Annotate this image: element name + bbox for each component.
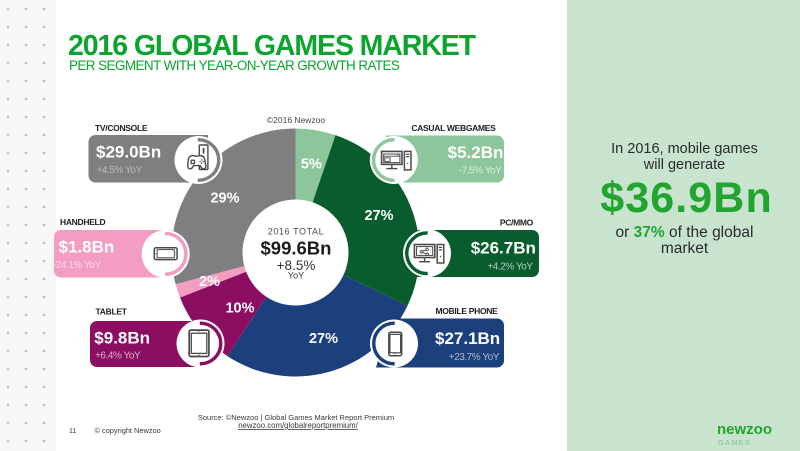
svg-text:PC/MMO: PC/MMO bbox=[500, 218, 534, 228]
svg-text:5%: 5% bbox=[301, 156, 322, 172]
svg-text:27%: 27% bbox=[309, 331, 338, 347]
svg-text:$27.1Bn: $27.1Bn bbox=[435, 329, 500, 348]
svg-text:2016 TOTAL: 2016 TOTAL bbox=[268, 227, 325, 237]
svg-text:TV/CONSOLE: TV/CONSOLE bbox=[95, 123, 148, 133]
svg-text:YoY: YoY bbox=[288, 271, 304, 281]
svg-text:+6.4% YoY: +6.4% YoY bbox=[95, 351, 141, 362]
svg-text:© copyright Newzoo: © copyright Newzoo bbox=[95, 426, 161, 435]
svg-text:$29.0Bn: $29.0Bn bbox=[96, 143, 161, 162]
svg-text:29%: 29% bbox=[210, 191, 239, 207]
svg-text:11: 11 bbox=[69, 428, 76, 435]
svg-text:-24.1% YoY: -24.1% YoY bbox=[53, 260, 102, 271]
svg-text:$26.7Bn: $26.7Bn bbox=[471, 239, 536, 258]
svg-text:10%: 10% bbox=[225, 301, 254, 317]
svg-text:MOBILE PHONE: MOBILE PHONE bbox=[435, 306, 498, 316]
svg-text:TABLET: TABLET bbox=[96, 307, 128, 317]
svg-text:Source: ©Newzoo | Global Games: Source: ©Newzoo | Global Games Market Re… bbox=[198, 413, 394, 422]
svg-text:HANDHELD: HANDHELD bbox=[60, 217, 105, 227]
svg-text:+4.5% YoY: +4.5% YoY bbox=[97, 165, 143, 176]
svg-text:$9.8Bn: $9.8Bn bbox=[94, 329, 150, 348]
svg-text:+4.2% YoY: +4.2% YoY bbox=[487, 262, 533, 273]
svg-text:$5.2Bn: $5.2Bn bbox=[448, 143, 504, 162]
svg-text:+23.7% YoY: +23.7% YoY bbox=[449, 352, 500, 363]
svg-text:+8.5%: +8.5% bbox=[277, 258, 316, 273]
svg-text:CASUAL WEBGAMES: CASUAL WEBGAMES bbox=[411, 123, 496, 133]
svg-text:©2016 Newzoo: ©2016 Newzoo bbox=[267, 115, 326, 125]
svg-text:$1.8Bn: $1.8Bn bbox=[59, 238, 115, 257]
svg-text:2%: 2% bbox=[199, 274, 220, 290]
svg-text:-7.5% YoY: -7.5% YoY bbox=[459, 166, 502, 177]
svg-text:newzoo.com/globalreportpremium: newzoo.com/globalreportpremium/ bbox=[238, 421, 358, 430]
svg-text:27%: 27% bbox=[364, 208, 393, 224]
svg-text:$99.6Bn: $99.6Bn bbox=[261, 238, 332, 259]
